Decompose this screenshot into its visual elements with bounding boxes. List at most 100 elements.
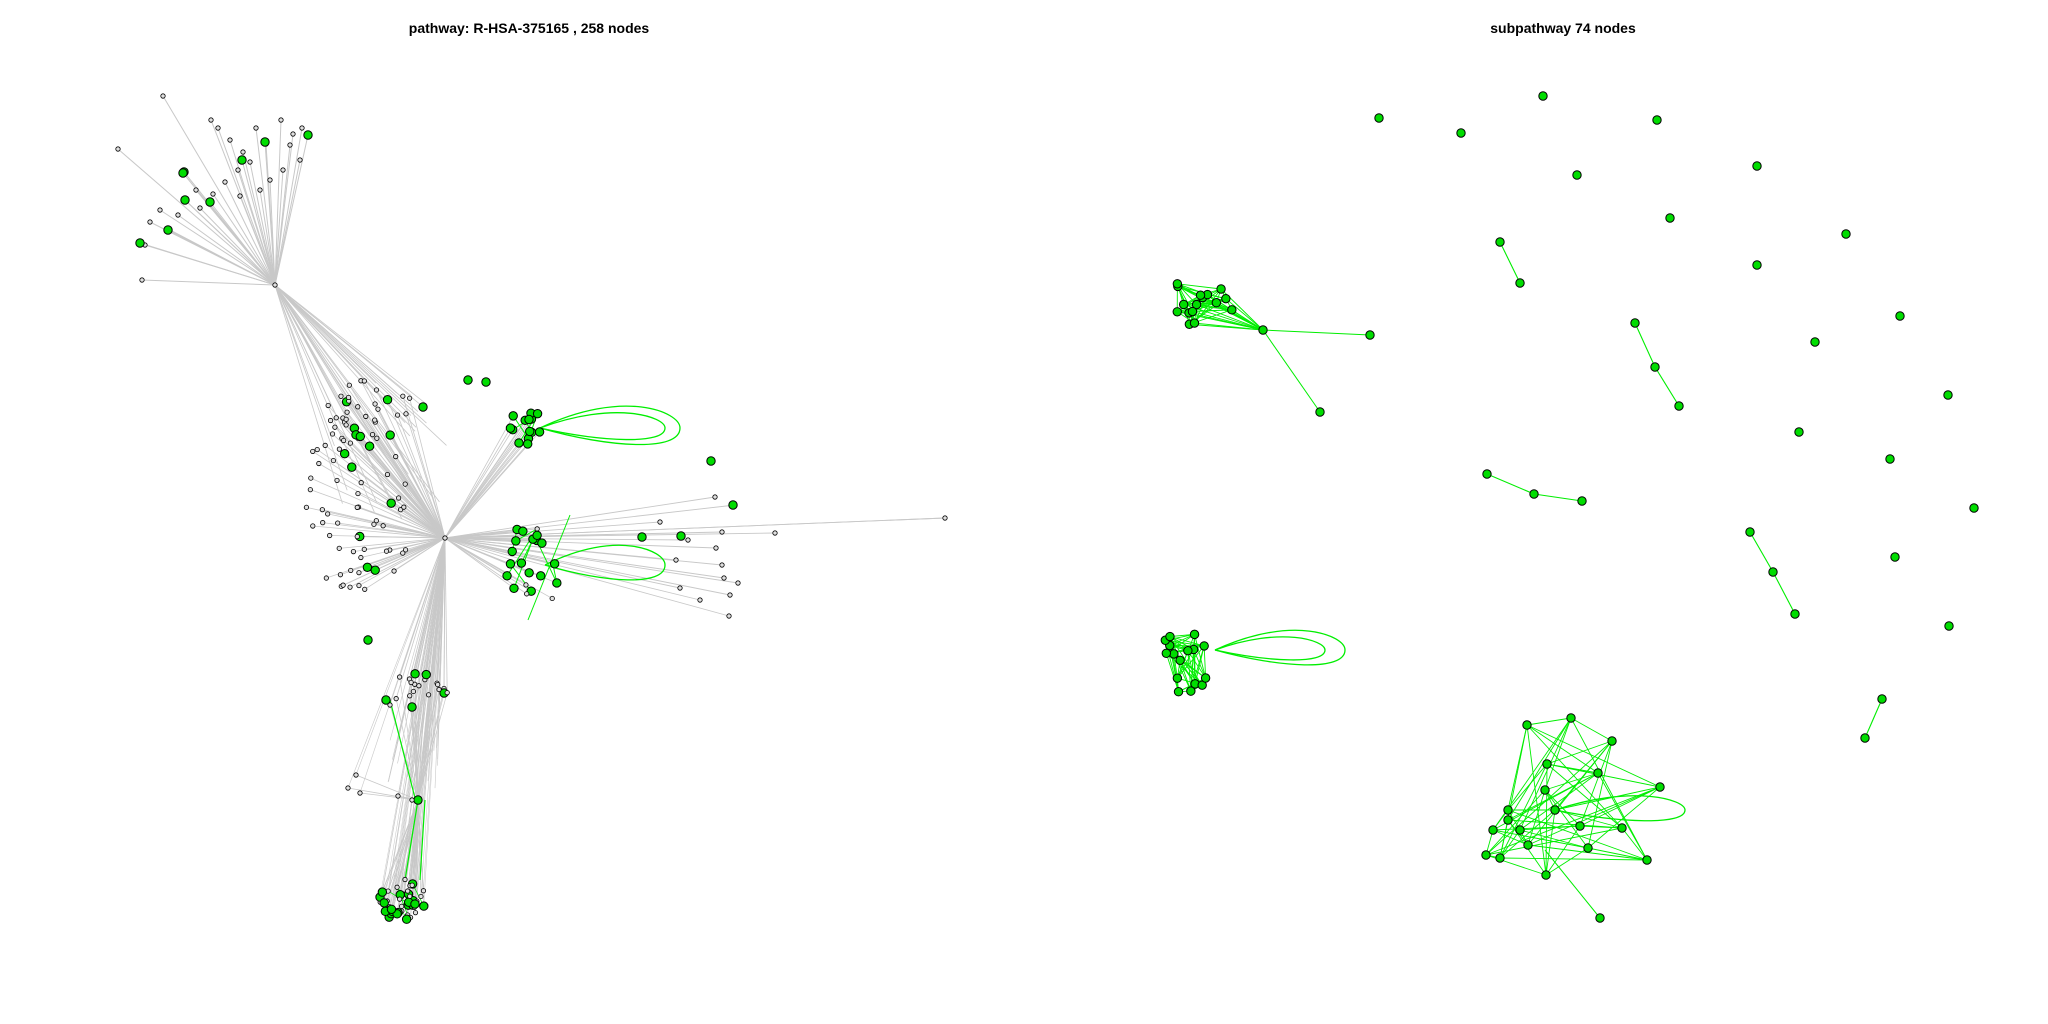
- edge: [274, 284, 427, 424]
- edge: [1570, 717, 1613, 742]
- green-node: [1650, 362, 1660, 372]
- green-node: [1943, 390, 1953, 400]
- edge: [237, 169, 276, 286]
- gray-node: [393, 454, 399, 460]
- edge: [424, 537, 446, 745]
- edge: [425, 537, 446, 756]
- green-node: [362, 562, 373, 573]
- green-node: [1227, 305, 1237, 315]
- edge: [437, 537, 446, 766]
- gray-node: [325, 402, 331, 409]
- gray-node: [227, 137, 233, 143]
- edge: [1492, 829, 1589, 849]
- edge: [177, 214, 276, 286]
- green-node: [518, 526, 528, 536]
- green-node: [419, 901, 429, 911]
- edge: [327, 405, 446, 539]
- gray-node: [257, 187, 263, 193]
- green-node: [534, 427, 545, 437]
- green-node: [1529, 489, 1539, 499]
- edge: [1546, 763, 1661, 788]
- green-node: [1175, 655, 1185, 665]
- gray-node: [237, 193, 243, 199]
- green-node: [410, 669, 420, 679]
- edge: [274, 284, 370, 451]
- edge: [1507, 809, 1648, 861]
- edge: [415, 537, 446, 776]
- edge: [444, 537, 677, 561]
- edge: [1554, 786, 1661, 811]
- edge: [444, 537, 515, 589]
- edge: [389, 537, 446, 741]
- gray-node: [399, 903, 405, 909]
- green-node: [1187, 306, 1198, 317]
- gray-node: [303, 504, 310, 510]
- edge: [444, 537, 448, 693]
- gray-node: [402, 876, 408, 883]
- edge: [274, 284, 343, 504]
- gray-node: [278, 117, 284, 123]
- edge: [444, 419, 530, 539]
- edge: [392, 537, 446, 760]
- edge: [407, 537, 446, 892]
- green-node: [379, 898, 389, 908]
- gray-node: [425, 692, 432, 698]
- gray-node: [329, 431, 336, 437]
- gray-node: [350, 549, 357, 555]
- edge: [1570, 717, 1648, 861]
- edge: [376, 438, 446, 539]
- edge: [327, 513, 446, 539]
- edge: [387, 399, 446, 539]
- edge: [199, 207, 276, 286]
- green-node: [524, 414, 534, 425]
- edge: [1554, 809, 1623, 829]
- green-node: [347, 462, 357, 472]
- gray-node: [391, 568, 397, 574]
- gray-node: [115, 146, 121, 152]
- gray-node: [657, 519, 663, 525]
- green-node: [385, 430, 395, 440]
- gray-node: [320, 520, 326, 526]
- green-node: [260, 137, 270, 147]
- green-node: [1752, 260, 1762, 270]
- gray-node: [247, 159, 253, 165]
- gray-node: [222, 179, 228, 185]
- gray-node: [362, 586, 368, 592]
- gray-node: [354, 533, 360, 540]
- green-node: [516, 558, 527, 568]
- edge: [436, 537, 446, 748]
- green-node: [135, 238, 145, 248]
- green-node: [163, 225, 173, 235]
- gray-node: [942, 515, 948, 521]
- green-node: [1315, 407, 1325, 417]
- edge: [349, 537, 446, 588]
- edge: [1545, 847, 1589, 876]
- gray-node: [524, 591, 530, 597]
- edge: [357, 536, 446, 539]
- edge: [274, 284, 377, 384]
- edge: [382, 537, 446, 893]
- gray-node: [363, 413, 369, 419]
- edge: [423, 537, 446, 891]
- gray-node: [407, 395, 413, 401]
- edge: [274, 284, 335, 446]
- edge: [444, 537, 730, 617]
- gray-node: [322, 442, 328, 448]
- edge: [1621, 827, 1648, 861]
- green-node: [418, 402, 428, 412]
- gray-node: [307, 487, 313, 493]
- edge: [444, 532, 776, 539]
- green-node: [237, 155, 247, 165]
- edge: [376, 520, 446, 539]
- gray-node: [323, 575, 329, 581]
- gray-node: [361, 546, 367, 552]
- gray-node: [327, 532, 333, 539]
- green-node: [505, 423, 516, 433]
- green-node: [676, 531, 686, 541]
- edge: [312, 525, 446, 539]
- edge: [1262, 329, 1321, 413]
- gray-node: [409, 882, 415, 888]
- edge: [1176, 294, 1201, 313]
- gray-node: [334, 477, 340, 484]
